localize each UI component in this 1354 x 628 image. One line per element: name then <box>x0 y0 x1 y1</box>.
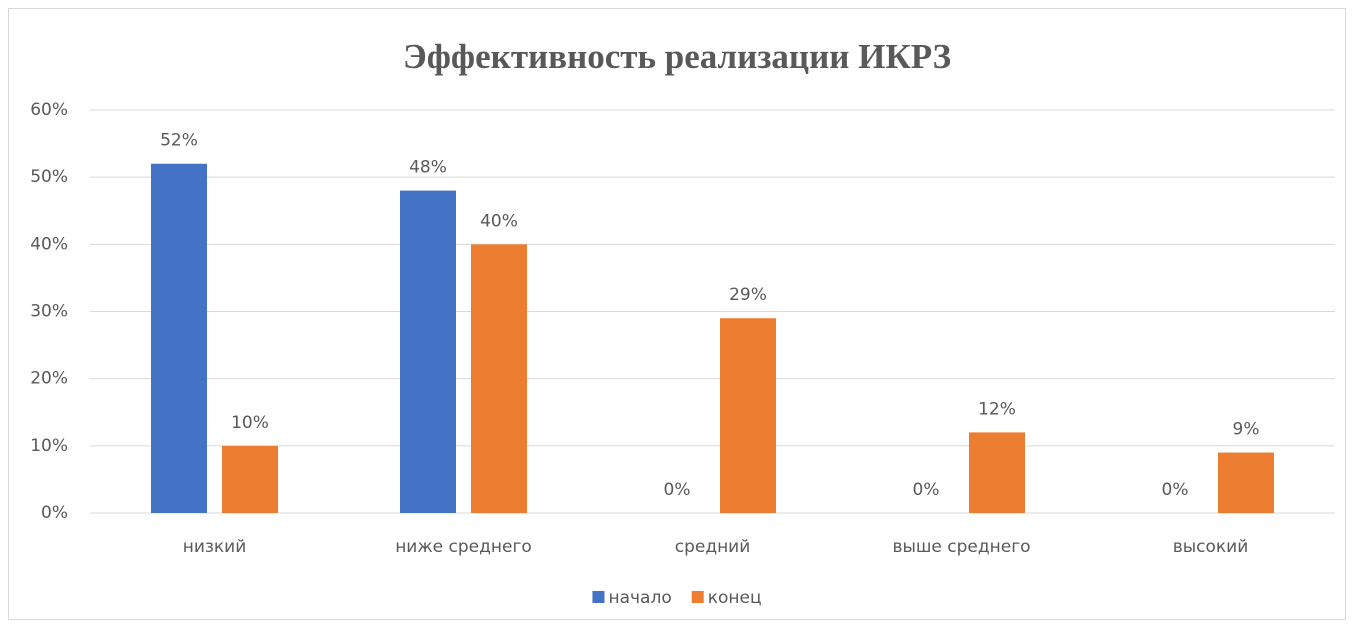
bar <box>1218 452 1274 513</box>
value-label: 52% <box>160 131 198 151</box>
y-tick-label: 0% <box>41 503 68 523</box>
value-label: 40% <box>480 211 518 231</box>
value-label: 48% <box>409 158 447 178</box>
chart-border <box>8 8 1346 620</box>
legend-label: начало <box>608 588 671 608</box>
x-tick-label: низкий <box>183 537 247 557</box>
legend-label: конец <box>708 588 762 608</box>
chart-title: Эффективность реализации ИКРЗ <box>403 37 951 76</box>
legend-swatch <box>592 591 605 603</box>
y-tick-label: 50% <box>30 167 68 187</box>
x-tick-label: ниже среднего <box>395 537 532 557</box>
bar <box>222 445 278 513</box>
x-tick-label: высокий <box>1173 537 1249 557</box>
y-tick-label: 60% <box>30 100 68 120</box>
y-tick-label: 10% <box>30 436 68 456</box>
bar <box>720 318 776 513</box>
y-tick-label: 20% <box>30 369 68 389</box>
bar <box>151 163 207 513</box>
y-tick-label: 30% <box>30 302 68 322</box>
x-tick-label: средний <box>675 537 751 557</box>
value-label: 9% <box>1233 420 1260 440</box>
value-label: 0% <box>664 480 691 500</box>
bar <box>400 190 456 513</box>
x-tick-label: выше среднего <box>892 537 1030 557</box>
value-label: 12% <box>978 399 1016 419</box>
value-label: 29% <box>729 285 767 305</box>
value-label: 0% <box>913 480 940 500</box>
value-label: 0% <box>1162 480 1189 500</box>
bar <box>969 432 1025 513</box>
y-tick-label: 40% <box>30 234 68 254</box>
value-label: 10% <box>231 413 269 433</box>
bar <box>471 244 527 514</box>
legend-swatch <box>691 591 704 603</box>
